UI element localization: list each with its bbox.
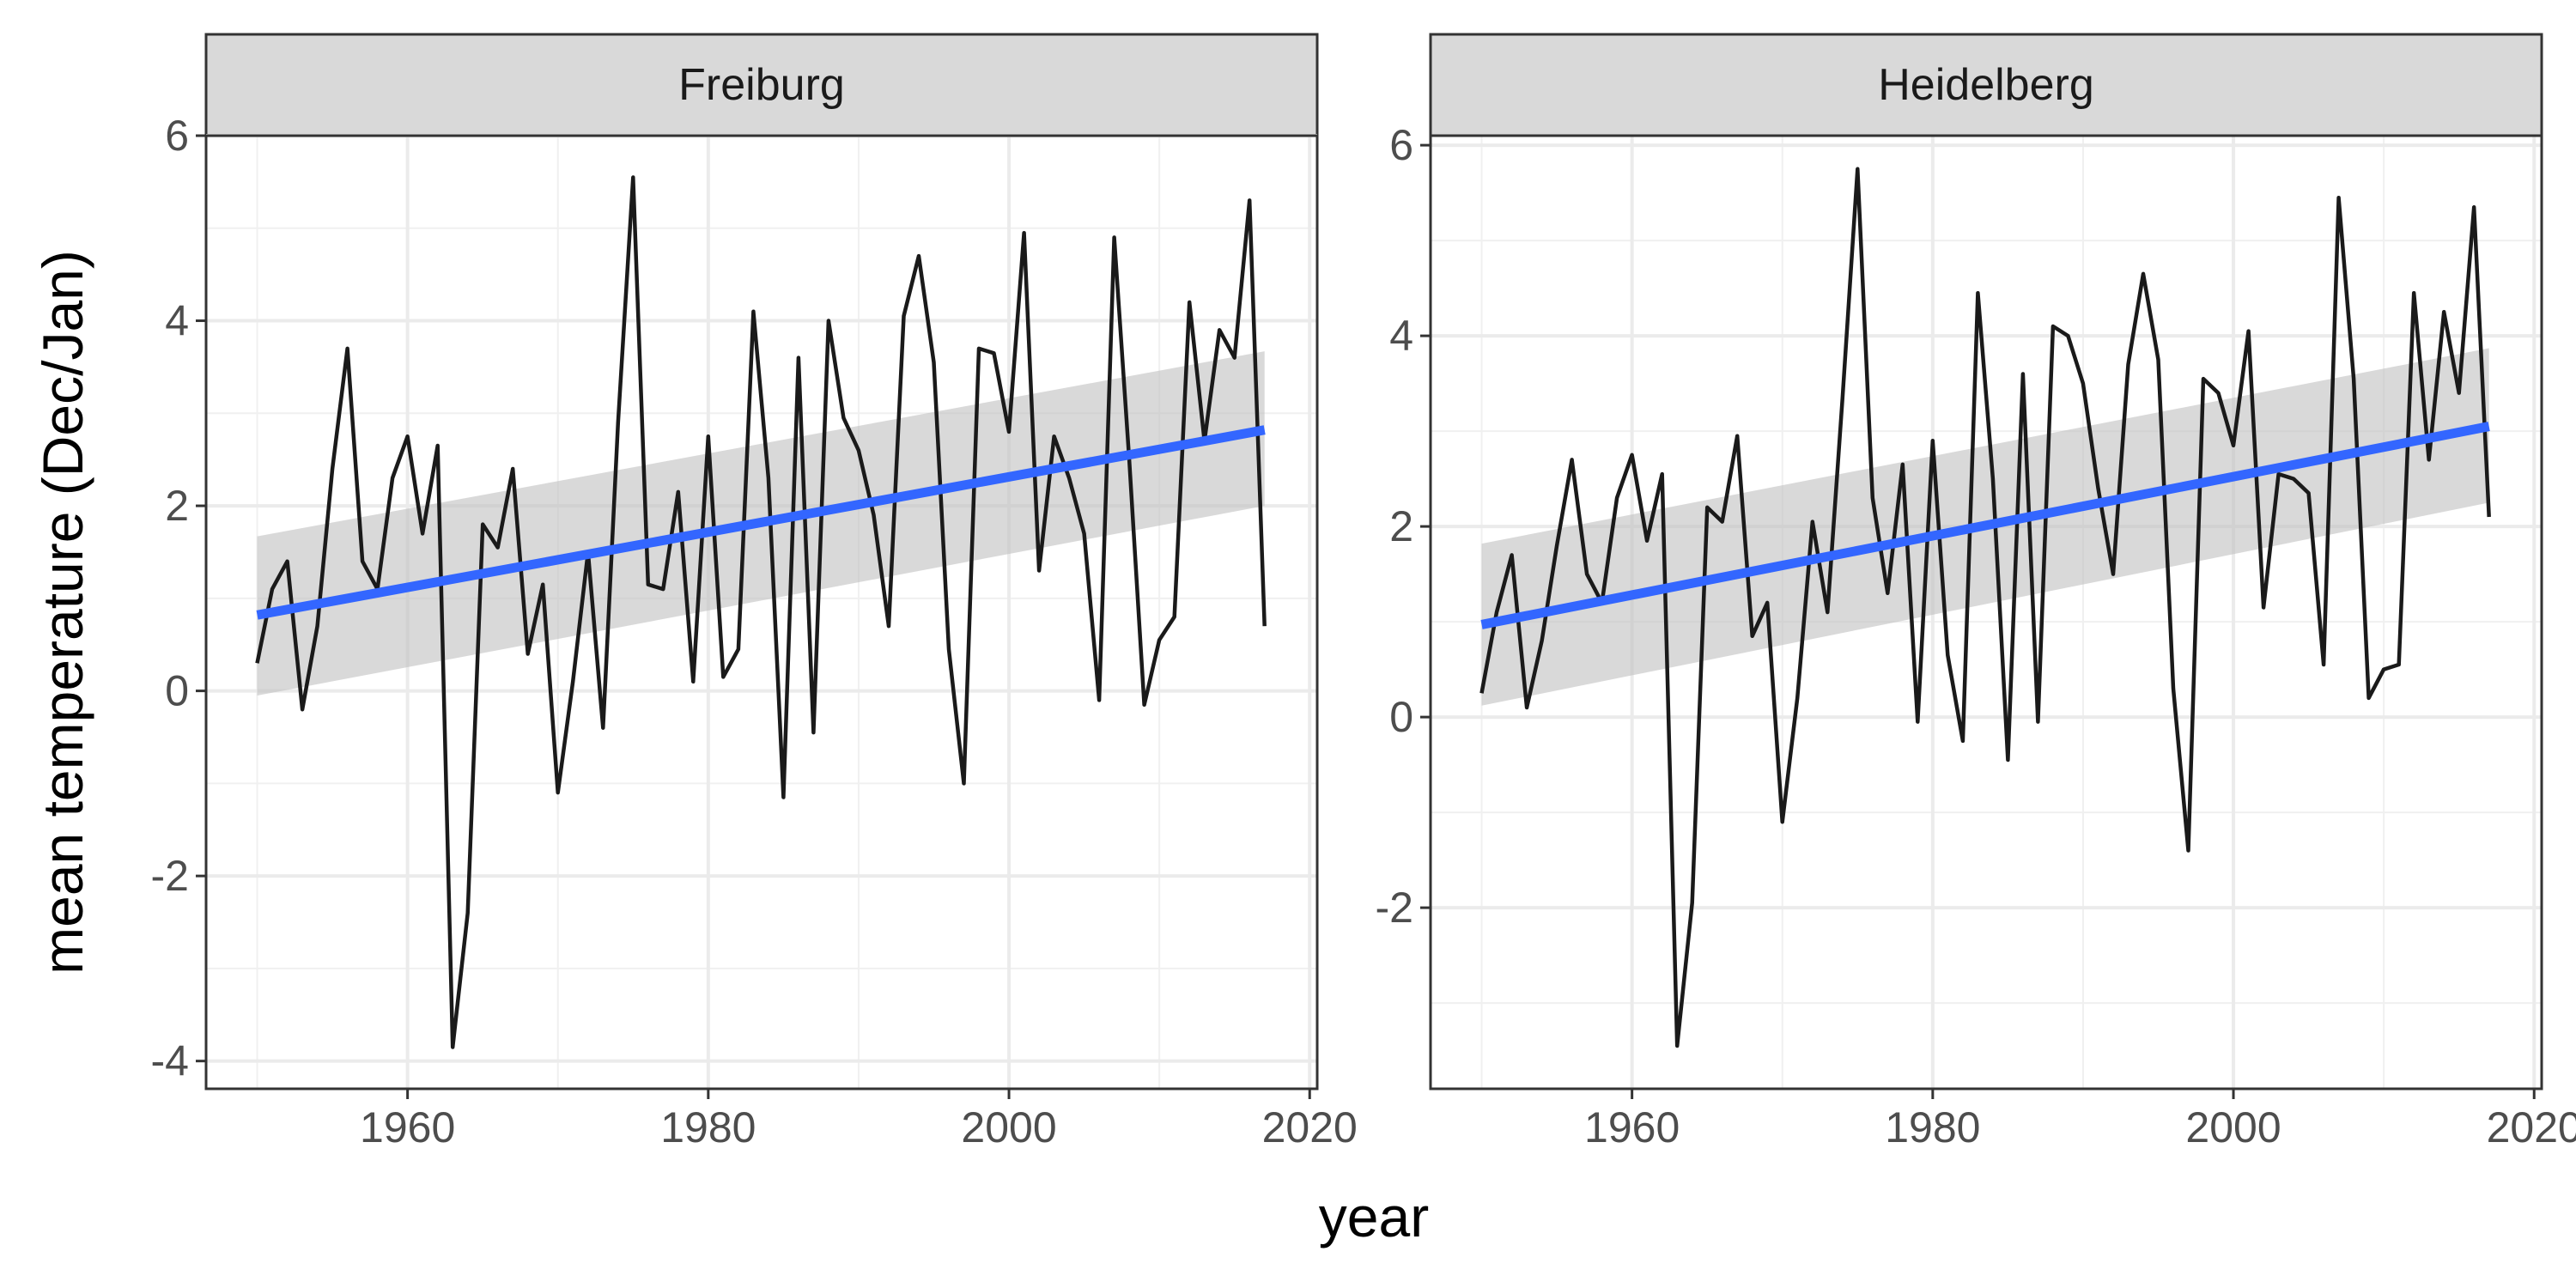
x-tick-label: 1980 xyxy=(1885,1103,1980,1151)
temperature-line xyxy=(1479,167,2491,1048)
x-tick-label: 1960 xyxy=(360,1103,455,1151)
temperature-line xyxy=(255,175,1267,1049)
facet-strip xyxy=(1429,33,2543,137)
trend-line xyxy=(1480,422,2490,629)
y-tick-label: 4 xyxy=(165,297,189,345)
y-tick-label: -2 xyxy=(1376,884,1413,932)
y-tick-label: 6 xyxy=(165,112,189,160)
x-tick-label: 1980 xyxy=(660,1103,756,1151)
y-axis-title: mean temperature (Dec/Jan) xyxy=(31,250,94,975)
facet-title: Freiburg xyxy=(678,60,845,110)
x-tick-label: 1960 xyxy=(1584,1103,1680,1151)
facet-strip xyxy=(204,33,1319,137)
y-tick-label: 2 xyxy=(1389,502,1413,550)
x-tick-label: 2000 xyxy=(961,1103,1056,1151)
trend-layer xyxy=(1480,422,2490,629)
axis-layer: 1960 1980 2000 2020 -2 0 2 4 6 xyxy=(1376,121,2576,1151)
axis-layer: 1960 1980 2000 2020 -4 -2 0 2 4 6 xyxy=(151,112,1358,1151)
y-tick-label: 0 xyxy=(165,667,189,715)
x-axis-title: year xyxy=(1319,1185,1429,1249)
facet-panel-freiburg: Freiburg 1960 1980 2000 2020 -4 -2 0 2 4 6 xyxy=(151,33,1358,1151)
y-tick-label: 0 xyxy=(1389,693,1413,741)
panel-border xyxy=(204,134,1319,1091)
trend-line xyxy=(256,425,1266,620)
y-tick-label: -4 xyxy=(151,1037,189,1085)
y-tick-label: 6 xyxy=(1389,121,1413,169)
x-tick-label: 2020 xyxy=(1262,1103,1358,1151)
x-tick-label: 2000 xyxy=(2185,1103,2281,1151)
trend-layer xyxy=(256,425,1266,620)
y-tick-label: 4 xyxy=(1389,312,1413,360)
y-tick-label: 2 xyxy=(165,482,189,530)
facet-title: Heidelberg xyxy=(1878,60,2094,110)
x-tick-label: 2020 xyxy=(2487,1103,2576,1151)
line-layer xyxy=(1479,167,2491,1048)
facet-panel-heidelberg: Heidelberg 1960 1980 2000 2020 -2 0 2 4 6 xyxy=(1376,33,2576,1151)
panel-border xyxy=(1429,134,2543,1091)
line-layer xyxy=(255,175,1267,1049)
y-tick-label: -2 xyxy=(151,852,189,900)
